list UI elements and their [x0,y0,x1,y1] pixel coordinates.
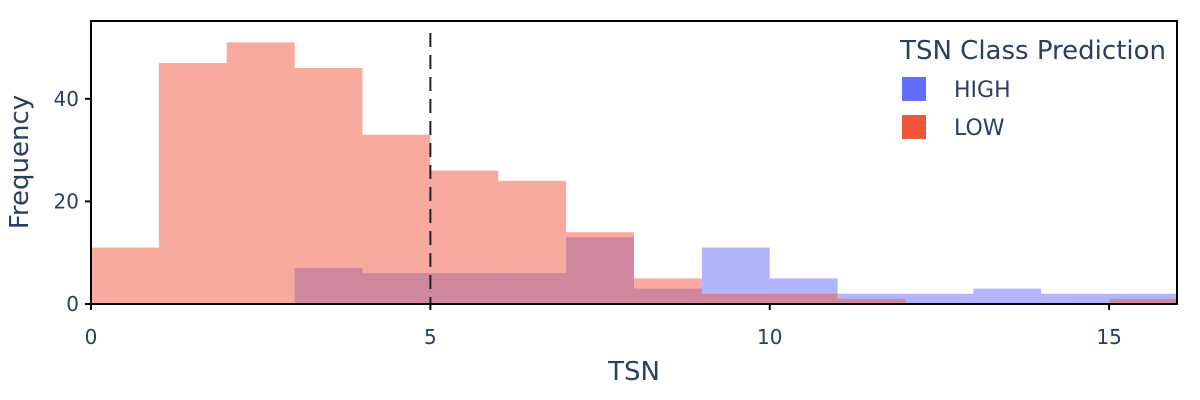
bar-low-bin-9[interactable] [701,293,770,304]
y-tick-label: 20 [54,189,79,213]
bar-high-bin-13[interactable] [973,288,1042,304]
legend-label-high: HIGH [954,78,1011,103]
ticks-layer: 0 5 10 15 0 20 40 [54,87,1122,349]
bar-low-bin-10[interactable] [769,293,838,304]
bar-low-bin-11[interactable] [837,298,906,304]
bar-low-bin-4[interactable] [362,134,431,304]
bar-low-bin-15[interactable] [1109,298,1177,304]
bar-low-bin-8[interactable] [634,278,702,304]
x-tick-label: 0 [85,325,98,349]
legend-item-low[interactable]: LOW [902,115,1005,141]
x-tick-label: 10 [757,325,782,349]
legend-swatch-low [902,115,926,139]
plot-frame [90,20,1178,305]
x-tick-label: 5 [424,325,437,349]
y-tick-label: 0 [66,292,79,316]
x-tick-label: 15 [1096,325,1121,349]
bar-low-bin-6[interactable] [498,180,567,304]
bar-low-bin-3[interactable] [294,68,363,304]
y-axis-title: Frequency [5,95,35,229]
bar-high-bin-14[interactable] [1041,293,1110,304]
bar-high-bin-12[interactable] [905,293,974,304]
legend-items[interactable]: HIGH LOW [902,77,1011,141]
bars-layer [91,42,1177,305]
legend[interactable]: TSN Class Prediction HIGH LOW [899,36,1166,141]
y-tick-label: 40 [54,87,79,111]
bar-low-bin-1[interactable] [158,62,227,304]
legend-label-low: LOW [954,116,1005,141]
legend-title: TSN Class Prediction [899,36,1166,66]
bar-low-bin-2[interactable] [226,42,295,305]
x-axis-title: TSN [607,357,660,387]
bar-low-bin-5[interactable] [430,170,499,304]
legend-item-high[interactable]: HIGH [902,77,1011,103]
legend-swatch-high [902,77,926,101]
bar-low-bin-0[interactable] [91,247,159,304]
bar-low-bin-7[interactable] [566,232,634,304]
